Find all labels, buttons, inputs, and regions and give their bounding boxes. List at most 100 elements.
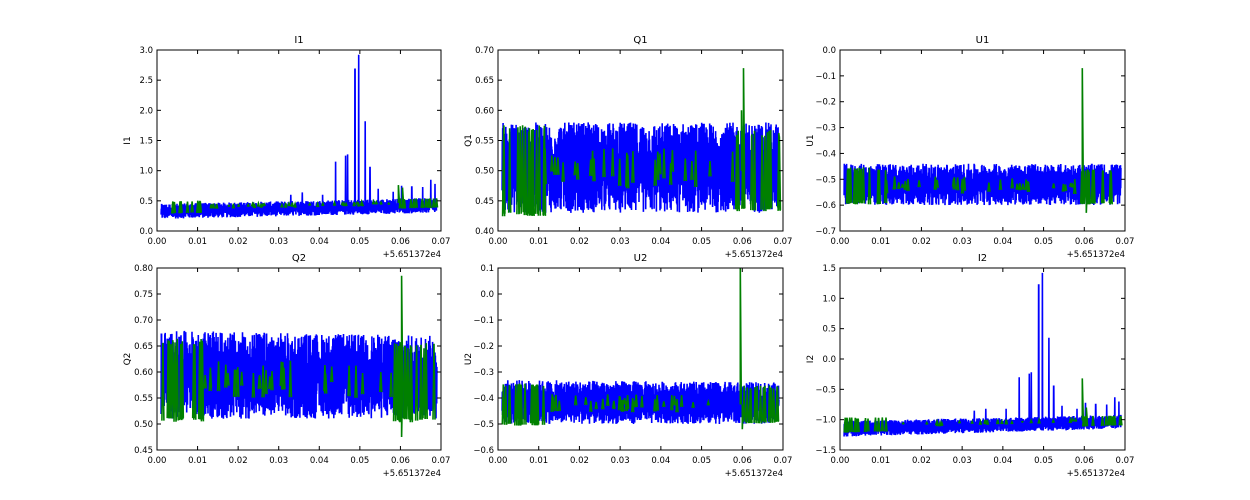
- y-tick-label: −0.3: [473, 368, 494, 378]
- x-tick-label: 0.00: [148, 456, 167, 466]
- series-green: [171, 185, 439, 214]
- y-tick-label: −0.1: [473, 316, 494, 326]
- x-tick-label: 0.04: [993, 456, 1012, 466]
- y-tick-label: 1.0: [139, 167, 153, 177]
- y-tick-label: −0.5: [815, 175, 836, 185]
- y-tick-label: 1.5: [822, 264, 836, 274]
- x-offset-text: +5.651372e4: [383, 250, 441, 260]
- x-tick-label: 0.06: [1075, 237, 1094, 247]
- x-tick-label: 0.02: [229, 237, 248, 247]
- y-tick-label: 0.70: [475, 46, 494, 56]
- y-tick-label: 0.50: [475, 167, 494, 177]
- y-tick-label: 0.0: [822, 355, 836, 365]
- subplot-q1: 0.00 0.01 0.02 0.03 0.04 0.05 0.06 0.07 0.40 0.45…: [464, 35, 792, 260]
- subplot-u2: 0.00 0.01 0.02 0.03 0.04 0.05 0.06 0.07 −0.6 −0.5…: [464, 253, 792, 479]
- x-tick-label: 0.06: [391, 237, 410, 247]
- plot-area: [501, 68, 782, 217]
- y-tick-label: 0.55: [134, 394, 153, 404]
- x-tick-label: 0.03: [953, 456, 972, 466]
- x-tick-label: 0.07: [1116, 237, 1135, 247]
- x-tick-label: 0.04: [651, 456, 670, 466]
- x-tick-label: 0.03: [611, 237, 630, 247]
- series-blue: [501, 380, 780, 425]
- x-tick-label: 0.02: [570, 237, 589, 247]
- y-tick-label: 0.45: [134, 446, 153, 456]
- x-tick-label: 0.05: [692, 237, 711, 247]
- y-tick-label: 2.0: [139, 106, 153, 116]
- x-offset-text: +5.651372e4: [725, 250, 783, 260]
- x-tick-label: 0.03: [953, 237, 972, 247]
- subplot-title: I2: [978, 253, 987, 264]
- y-tick-label: −0.1: [815, 72, 836, 82]
- axes-frame: [839, 49, 1126, 232]
- plot-area: [843, 272, 1123, 437]
- x-tick-label: 0.00: [489, 237, 508, 247]
- y-tick-label: 0.45: [475, 197, 494, 207]
- y-axis-label: I2: [806, 355, 816, 363]
- y-tick-label: −0.4: [473, 394, 494, 404]
- x-tick-label: 0.06: [733, 456, 752, 466]
- y-tick-label: 0.40: [475, 227, 494, 237]
- plot-area: [160, 275, 438, 438]
- y-tick-label: −0.2: [815, 98, 836, 108]
- x-tick-label: 0.05: [350, 237, 369, 247]
- x-tick-label: 0.04: [993, 237, 1012, 247]
- y-axis-label: U2: [464, 353, 474, 365]
- x-tick-label: 0.01: [871, 237, 890, 247]
- y-tick-label: −0.6: [815, 201, 836, 211]
- x-tick-label: 0.04: [310, 237, 329, 247]
- subplot-title: U2: [634, 253, 648, 264]
- series-blue: [160, 330, 438, 419]
- y-axis-label: U1: [806, 134, 816, 146]
- x-tick-label: 0.07: [432, 456, 451, 466]
- x-tick-label: 0.02: [912, 456, 931, 466]
- x-tick-label: 0.03: [269, 237, 288, 247]
- x-tick-label: 0.00: [148, 237, 167, 247]
- subplot-title: I1: [294, 35, 303, 46]
- series-green: [843, 378, 1123, 433]
- x-tick-label: 0.02: [229, 456, 248, 466]
- subplot-i2: 0.00 0.01 0.02 0.03 0.04 0.05 0.06 0.07 −1.5 −1.0…: [806, 253, 1134, 479]
- series-green: [845, 68, 1113, 213]
- y-tick-label: 0.5: [139, 197, 153, 207]
- axes-frame: [497, 267, 784, 451]
- y-tick-label: −0.5: [815, 385, 836, 395]
- x-offset-text: +5.651372e4: [1067, 250, 1125, 260]
- x-tick-label: 0.06: [1075, 456, 1094, 466]
- y-tick-label: −0.2: [473, 342, 494, 352]
- x-tick-label: 0.05: [692, 456, 711, 466]
- y-tick-label: −1.5: [815, 446, 836, 456]
- y-tick-label: 1.0: [822, 294, 836, 304]
- x-tick-label: 0.07: [432, 237, 451, 247]
- x-tick-label: 0.00: [489, 456, 508, 466]
- y-tick-label: −0.5: [473, 420, 494, 430]
- x-tick-label: 0.03: [611, 456, 630, 466]
- y-tick-label: 0.60: [134, 368, 153, 378]
- y-tick-label: 3.0: [139, 46, 153, 56]
- y-tick-label: 0.1: [480, 264, 494, 274]
- x-tick-label: 0.05: [1034, 237, 1053, 247]
- y-axis-label: Q1: [464, 134, 474, 147]
- x-tick-label: 0.01: [188, 456, 207, 466]
- subplot-u1: 0.00 0.01 0.02 0.03 0.04 0.05 0.06 0.07 −0.7 −0.6…: [806, 35, 1134, 260]
- x-tick-label: 0.06: [733, 237, 752, 247]
- x-tick-label: 0.03: [269, 456, 288, 466]
- y-tick-label: 0.50: [134, 420, 153, 430]
- x-tick-label: 0.01: [188, 237, 207, 247]
- y-tick-label: 0.65: [475, 76, 494, 86]
- series-blue: [160, 54, 438, 219]
- subplot-i1: 0.00 0.01 0.02 0.03 0.04 0.05 0.06 0.07 0.0 0.5 1.…: [123, 35, 450, 260]
- x-tick-label: 0.07: [774, 456, 793, 466]
- x-tick-label: 0.05: [350, 456, 369, 466]
- series-green: [501, 268, 780, 430]
- x-tick-label: 0.00: [831, 456, 850, 466]
- y-tick-label: 0.0: [139, 227, 153, 237]
- y-tick-label: 0.80: [134, 264, 153, 274]
- series-green: [161, 275, 436, 438]
- y-tick-label: 0.70: [134, 316, 153, 326]
- y-tick-label: 0.55: [475, 137, 494, 147]
- y-tick-label: −0.4: [815, 149, 836, 159]
- series-blue: [843, 272, 1122, 437]
